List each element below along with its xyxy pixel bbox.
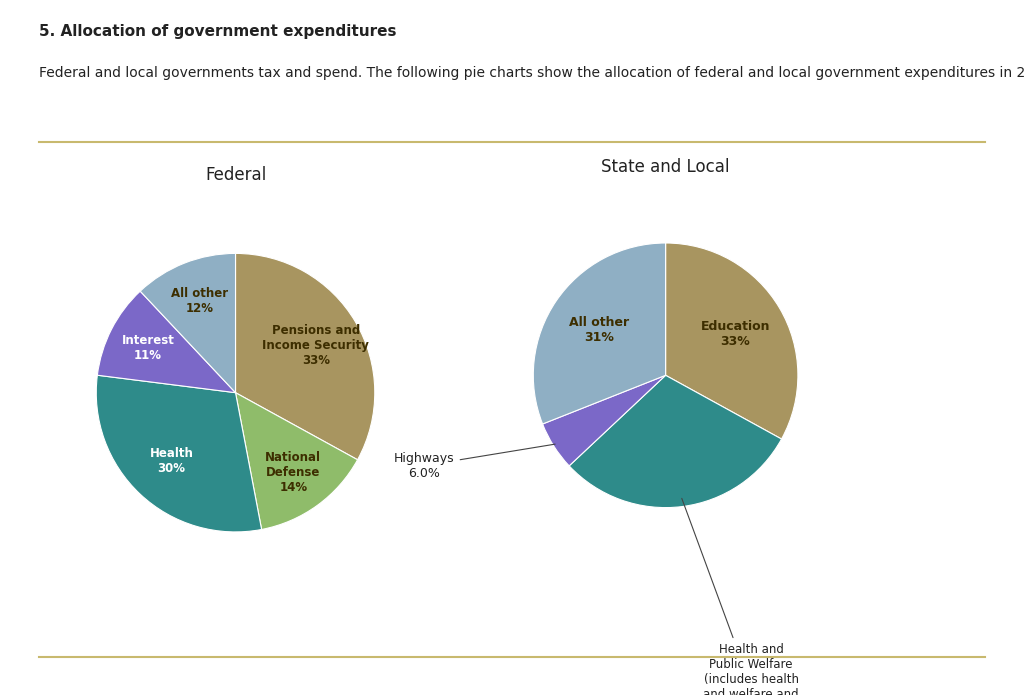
Wedge shape bbox=[236, 254, 375, 460]
Text: Highways
6.0%: Highways 6.0% bbox=[394, 444, 555, 480]
Wedge shape bbox=[569, 375, 781, 507]
Text: Education
33%: Education 33% bbox=[700, 320, 770, 348]
Wedge shape bbox=[96, 375, 261, 532]
Title: State and Local: State and Local bbox=[601, 158, 730, 177]
Text: Pensions and
Income Security
33%: Pensions and Income Security 33% bbox=[262, 324, 370, 367]
Text: All other
31%: All other 31% bbox=[568, 316, 629, 344]
Wedge shape bbox=[543, 375, 666, 466]
Text: Health
30%: Health 30% bbox=[150, 447, 194, 475]
Text: All other
12%: All other 12% bbox=[171, 287, 228, 316]
Wedge shape bbox=[97, 291, 236, 393]
Text: Interest
11%: Interest 11% bbox=[122, 334, 174, 362]
Wedge shape bbox=[534, 243, 666, 424]
Text: Health and
Public Welfare
(includes health
and welfare and
social services,
not : Health and Public Welfare (includes heal… bbox=[682, 498, 807, 695]
Text: National
Defense
14%: National Defense 14% bbox=[265, 450, 322, 493]
Wedge shape bbox=[236, 393, 357, 530]
Text: 5. Allocation of government expenditures: 5. Allocation of government expenditures bbox=[39, 24, 396, 40]
Wedge shape bbox=[666, 243, 798, 439]
Title: Federal: Federal bbox=[205, 165, 266, 183]
Text: Federal and local governments tax and spend. The following pie charts show the a: Federal and local governments tax and sp… bbox=[39, 66, 1024, 80]
Wedge shape bbox=[140, 254, 236, 393]
